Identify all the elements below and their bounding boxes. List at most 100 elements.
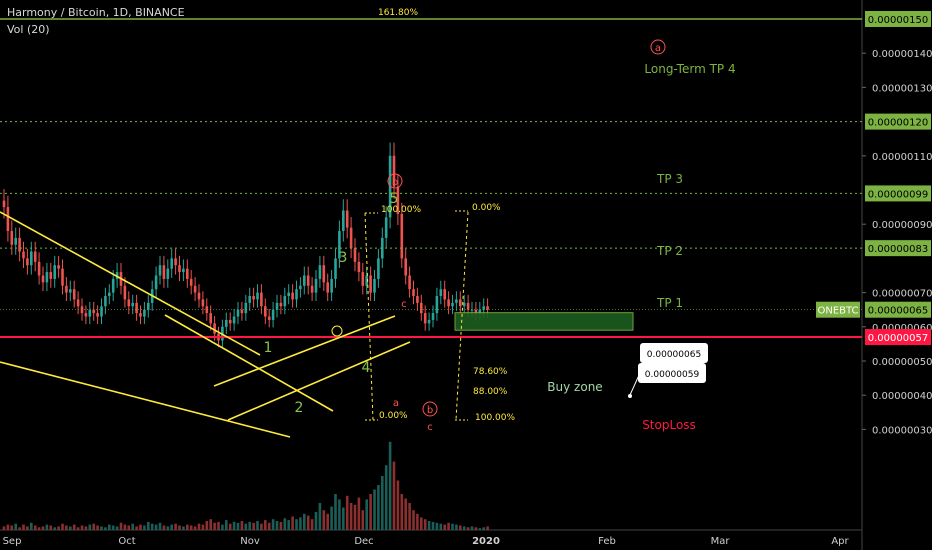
volume-bar [33,525,37,530]
volume-bar [252,522,255,530]
volume-bar [388,441,392,530]
volume-bar [478,528,482,530]
fib-line [364,212,374,421]
candle-body [256,292,259,300]
volume-bar [61,523,64,530]
volume-bar [275,521,279,530]
candle-body [197,292,201,300]
price-axis-bg [862,0,932,550]
volume-bar [217,521,220,530]
candle-body [486,306,489,310]
candle-body [416,296,419,303]
volume-bar [26,526,29,530]
volume-bar [143,525,146,530]
price-tag-label: 0.00000065 [868,306,928,317]
candle-body [283,296,287,307]
wave-circle [387,173,403,189]
candle-body [275,302,279,310]
candle-body [182,268,185,273]
corrective-label: b [392,177,398,188]
volume-bar [447,522,450,530]
candle-body [209,313,212,324]
candle-body [404,258,407,276]
y-tick-label: 0.00000130 [872,83,932,94]
volume-bar [361,510,365,530]
candle-body [236,309,240,317]
volume-bar [228,523,232,530]
wave-label: 1 [264,340,273,356]
volume-indicator-label[interactable]: Vol (20) [7,23,50,36]
volume-bar [158,522,162,530]
candle-body [369,275,372,293]
wave-label: 3 [339,250,348,266]
x-tick-label: Feb [598,536,616,547]
candle-body [299,285,302,290]
price-tag-label: 0.00000057 [868,333,928,344]
y-tick-label: 0.00000030 [872,425,932,436]
candle-body [267,316,271,320]
volume-bar [225,520,228,530]
volume-bar [256,521,259,530]
candle-body [365,275,368,286]
volume-bar [264,520,267,530]
symbol-tag-label: ONEBTC [817,306,858,317]
candle-body [65,285,68,293]
volume-bar [197,523,201,530]
volume-bar [392,461,396,530]
volume-bar [338,499,341,530]
candle-body [310,285,314,293]
candle-body [228,319,232,324]
volume-bar [49,525,53,530]
candle-body [381,237,384,259]
x-tick-label: Mar [711,536,731,547]
y-tick-label: 0.00000050 [872,357,932,368]
volume-bar [295,519,298,530]
candle-body [225,319,228,327]
candle-body [447,299,450,307]
volume-bar [18,527,21,530]
fib-label: 100.00% [475,413,515,423]
volume-bar [451,523,454,530]
volume-bar [303,513,306,530]
volume-bar [244,523,248,530]
candle-body [314,278,318,293]
volume-bar [186,524,189,530]
tp1-label: TP 1 [656,296,683,310]
volume-bar [357,497,361,530]
candle-body [412,289,415,297]
corrective-label: a [393,398,399,409]
volume-bar [76,527,80,530]
candle-body [2,200,6,208]
candle-body [76,299,80,307]
volume-bar [30,522,33,530]
volume-bar [88,524,92,530]
candle-body [174,258,177,266]
volume-bar [170,524,173,530]
candle-body [193,285,197,293]
volume-bar [482,527,485,530]
x-tick-label: Apr [831,536,849,547]
volume-bar [299,517,302,530]
volume-bar [100,526,103,530]
candle-body [318,265,322,279]
corrective-label: c [427,422,433,433]
volume-bar [193,526,197,530]
candle-body [248,296,251,303]
volume-bar [10,525,14,530]
candle-body [143,309,146,317]
candle-body [392,155,396,187]
candle-body [166,268,170,279]
volume-bar [396,480,400,530]
x-tick-label: Nov [240,536,260,547]
candle-body [139,313,142,317]
volume-bar [147,521,150,530]
x-tick-label: Sep [3,536,22,547]
candle-body [330,278,333,293]
trend-line [0,211,261,356]
candle-body [162,265,166,279]
candle-body [482,306,485,310]
tp3-label: TP 3 [656,172,683,186]
volume-bar [232,521,236,530]
volume-bar [22,524,25,530]
